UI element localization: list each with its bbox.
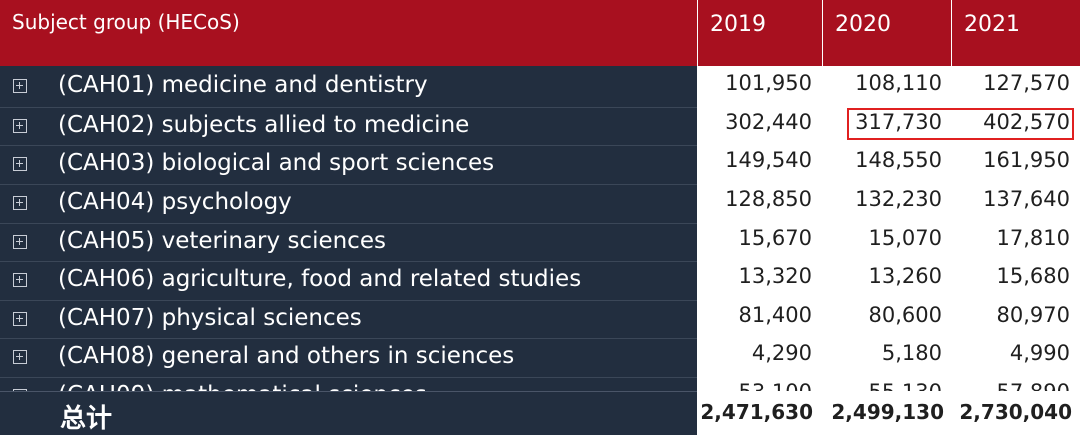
table-header: Subject group (HECoS) 2019 2020 2021	[0, 0, 1080, 66]
value-2019[interactable]: 101,950	[725, 71, 812, 95]
value-2019[interactable]: 53,100	[697, 380, 812, 391]
highlight-box	[847, 108, 1074, 140]
table-row: (CAH05) veterinary sciences 15,670 15,07…	[0, 223, 1080, 261]
plus-box-icon[interactable]	[13, 312, 27, 326]
table-row: (CAH07) physical sciences 81,400 80,600 …	[0, 300, 1080, 338]
header-year-2021[interactable]: 2021	[951, 0, 1080, 66]
header-year-label: 2021	[964, 12, 1020, 37]
row-header-panel	[0, 66, 697, 435]
row-label[interactable]: (CAH04) psychology	[58, 189, 292, 215]
value-2021[interactable]: 4,990	[1009, 341, 1070, 365]
row-label-cell: (CAH07) physical sciences	[0, 300, 697, 338]
header-subject-label: Subject group (HECoS)	[12, 10, 240, 34]
total-row: 总计 2,471,630 2,499,130 2,730,040	[0, 391, 1080, 435]
values-panel	[697, 66, 1080, 435]
table-row: (CAH01) medicine and dentistry 101,950 1…	[0, 68, 1080, 106]
value-2019[interactable]: 4,290	[751, 341, 812, 365]
value-2021[interactable]: 17,810	[996, 226, 1070, 250]
value-2019[interactable]: 15,670	[738, 226, 812, 250]
row-label[interactable]: (CAH03) biological and sport sciences	[58, 150, 495, 176]
row-label-cell: (CAH09) mathematical sciences	[0, 377, 697, 391]
table-row: (CAH02) subjects allied to medicine 302,…	[0, 107, 1080, 145]
total-label-cell: 总计	[0, 391, 697, 435]
value-2021[interactable]: 57,890	[951, 380, 1070, 391]
value-2020[interactable]: 108,110	[855, 71, 942, 95]
table-row: (CAH06) agriculture, food and related st…	[0, 261, 1080, 299]
table-row: (CAH04) psychology 128,850 132,230 137,6…	[0, 184, 1080, 222]
plus-box-icon[interactable]	[13, 235, 27, 249]
table-row: (CAH09) mathematical sciences 53,100 55,…	[0, 377, 1080, 391]
header-year-2020[interactable]: 2020	[822, 0, 951, 66]
value-2021[interactable]: 80,970	[996, 303, 1070, 327]
row-label[interactable]: (CAH05) veterinary sciences	[58, 228, 386, 254]
row-label-cell: (CAH01) medicine and dentistry	[0, 68, 697, 106]
table-row: (CAH08) general and others in sciences 4…	[0, 338, 1080, 376]
total-2020[interactable]: 2,499,130	[831, 400, 944, 424]
value-2020[interactable]: 55,130	[822, 380, 942, 391]
row-label-cell: (CAH04) psychology	[0, 184, 697, 222]
total-2021[interactable]: 2,730,040	[959, 400, 1072, 424]
table-body: (CAH01) medicine and dentistry 101,950 1…	[0, 66, 1080, 435]
row-label-cell: (CAH08) general and others in sciences	[0, 338, 697, 376]
value-2021[interactable]: 15,680	[996, 264, 1070, 288]
value-2019[interactable]: 128,850	[725, 187, 812, 211]
value-2021[interactable]: 161,950	[983, 148, 1070, 172]
plus-box-icon[interactable]	[13, 273, 27, 287]
value-2020[interactable]: 148,550	[855, 148, 942, 172]
total-2019[interactable]: 2,471,630	[700, 400, 813, 424]
value-2020[interactable]: 317,730	[855, 110, 942, 134]
row-label[interactable]: (CAH08) general and others in sciences	[58, 343, 515, 369]
row-label[interactable]: (CAH01) medicine and dentistry	[58, 72, 428, 98]
value-2021[interactable]: 402,570	[983, 110, 1070, 134]
total-label: 总计	[60, 404, 113, 434]
header-year-label: 2020	[835, 12, 891, 37]
value-2020[interactable]: 15,070	[868, 226, 942, 250]
value-2021[interactable]: 137,640	[983, 187, 1070, 211]
plus-box-icon[interactable]	[13, 79, 27, 93]
row-label[interactable]: (CAH06) agriculture, food and related st…	[58, 266, 582, 292]
row-label-cell: (CAH05) veterinary sciences	[0, 223, 697, 261]
row-label-cell: (CAH03) biological and sport sciences	[0, 145, 697, 183]
header-year-2019[interactable]: 2019	[697, 0, 822, 66]
row-label[interactable]: (CAH09) mathematical sciences	[58, 382, 427, 391]
header-year-label: 2019	[710, 12, 766, 37]
value-2020[interactable]: 80,600	[868, 303, 942, 327]
header-subject-group[interactable]: Subject group (HECoS)	[0, 0, 697, 66]
value-2019[interactable]: 302,440	[725, 110, 812, 134]
value-2020[interactable]: 5,180	[881, 341, 942, 365]
row-label-cell: (CAH02) subjects allied to medicine	[0, 107, 697, 145]
table-row: (CAH03) biological and sport sciences 14…	[0, 145, 1080, 183]
value-2020[interactable]: 132,230	[855, 187, 942, 211]
plus-box-icon[interactable]	[13, 196, 27, 210]
value-2019[interactable]: 13,320	[738, 264, 812, 288]
row-label[interactable]: (CAH02) subjects allied to medicine	[58, 112, 470, 138]
value-2019[interactable]: 81,400	[738, 303, 812, 327]
row-label-cell: (CAH06) agriculture, food and related st…	[0, 261, 697, 299]
value-2020[interactable]: 13,260	[868, 264, 942, 288]
value-2019[interactable]: 149,540	[725, 148, 812, 172]
plus-box-icon[interactable]	[13, 157, 27, 171]
plus-box-icon[interactable]	[13, 119, 27, 133]
plus-box-icon[interactable]	[13, 350, 27, 364]
value-2021[interactable]: 127,570	[983, 71, 1070, 95]
plus-box-icon[interactable]	[13, 389, 27, 391]
row-label[interactable]: (CAH07) physical sciences	[58, 305, 362, 331]
